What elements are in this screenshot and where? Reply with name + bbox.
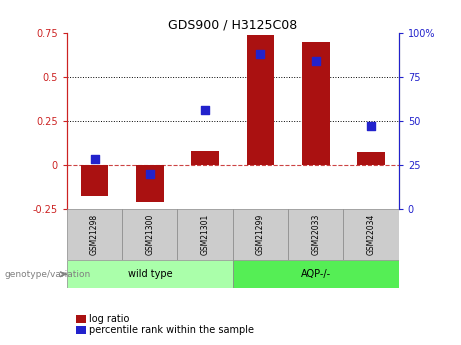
Bar bbox=[81, 165, 108, 196]
Bar bbox=[247, 34, 274, 165]
Bar bbox=[288, 209, 343, 260]
Bar bbox=[122, 209, 177, 260]
Bar bbox=[136, 165, 164, 202]
Point bbox=[146, 171, 154, 176]
Text: log ratio: log ratio bbox=[89, 314, 130, 324]
Text: genotype/variation: genotype/variation bbox=[5, 270, 91, 279]
Text: GSM22034: GSM22034 bbox=[366, 214, 376, 255]
Text: wild type: wild type bbox=[128, 269, 172, 279]
Bar bbox=[67, 209, 122, 260]
Text: AQP-/-: AQP-/- bbox=[301, 269, 331, 279]
Point bbox=[91, 157, 98, 162]
Point bbox=[312, 58, 319, 64]
Point bbox=[201, 107, 209, 113]
Text: GSM21298: GSM21298 bbox=[90, 214, 99, 255]
Bar bbox=[343, 209, 399, 260]
Point bbox=[257, 51, 264, 57]
Bar bbox=[233, 209, 288, 260]
Text: GSM22033: GSM22033 bbox=[311, 214, 320, 255]
Bar bbox=[357, 152, 385, 165]
Bar bbox=[177, 209, 233, 260]
Bar bbox=[67, 260, 233, 288]
Bar bbox=[233, 260, 399, 288]
Bar bbox=[191, 151, 219, 165]
Point bbox=[367, 123, 375, 129]
Title: GDS900 / H3125C08: GDS900 / H3125C08 bbox=[168, 19, 297, 32]
Text: GSM21301: GSM21301 bbox=[201, 214, 210, 255]
Text: GSM21300: GSM21300 bbox=[145, 214, 154, 255]
Text: GSM21299: GSM21299 bbox=[256, 214, 265, 255]
Bar bbox=[302, 41, 330, 165]
Text: percentile rank within the sample: percentile rank within the sample bbox=[89, 325, 254, 335]
